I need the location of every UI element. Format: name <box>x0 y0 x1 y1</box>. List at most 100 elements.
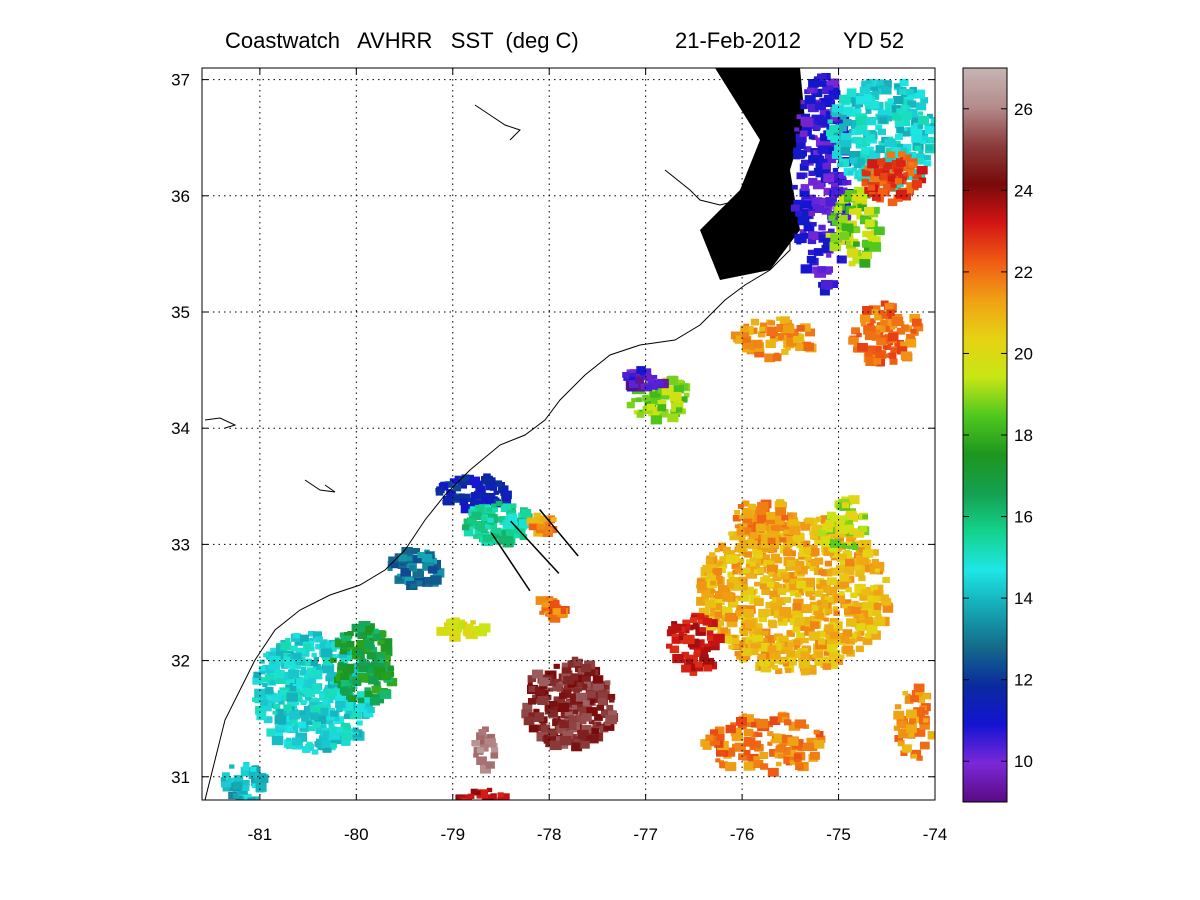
sst-pixel <box>800 323 811 332</box>
sst-pixel <box>842 515 849 521</box>
sst-pixel <box>819 109 830 118</box>
sst-pixel <box>865 350 873 357</box>
sst-pixel <box>757 514 767 522</box>
colorbar-tick-label: 20 <box>1014 344 1033 363</box>
sst-pixel <box>356 720 363 726</box>
sst-pixel <box>626 401 635 409</box>
sst-pixel <box>502 538 514 548</box>
sst-pixel <box>828 215 836 221</box>
sst-pixel <box>573 688 580 694</box>
sst-pixel <box>598 690 610 700</box>
sst-pixel <box>738 535 746 542</box>
sst-pixel <box>649 388 661 398</box>
sst-pixel <box>327 688 337 696</box>
sst-pixel <box>913 323 924 332</box>
sst-pixel <box>809 548 820 556</box>
sst-pixel <box>833 114 845 123</box>
sst-pixel <box>795 343 805 351</box>
sst-pixel <box>470 788 478 795</box>
sst-pixel <box>352 712 361 720</box>
sst-pixel <box>528 712 535 718</box>
sst-pixel <box>660 392 670 400</box>
sst-pixel <box>876 79 884 86</box>
sst-pixel <box>846 88 857 97</box>
sst-pixel <box>832 142 838 147</box>
sst-pixel <box>873 358 882 365</box>
sst-pixel <box>829 124 839 133</box>
sst-pixel <box>808 631 820 641</box>
sst-pixel <box>872 593 881 601</box>
sst-pixel <box>875 124 883 131</box>
sst-pixel <box>627 373 636 380</box>
sst-pixel <box>545 515 555 524</box>
sst-pixel <box>285 684 292 690</box>
sst-pixel <box>481 516 488 521</box>
sst-pixel <box>335 691 344 699</box>
sst-pixel <box>927 731 935 740</box>
sst-pixel <box>730 331 741 340</box>
sst-pixel <box>318 735 325 740</box>
sst-pixel <box>835 515 846 524</box>
colorbar-tick-label: 26 <box>1014 100 1033 119</box>
sst-pixel <box>358 662 371 672</box>
sst-pixel <box>915 690 924 698</box>
sst-pixel <box>794 719 807 729</box>
sst-pixel <box>738 558 745 564</box>
sst-pixel <box>810 559 819 567</box>
sst-pixel <box>686 658 694 665</box>
sst-pixel <box>679 396 688 403</box>
sst-pixel <box>861 146 874 156</box>
sst-pixel <box>436 626 448 636</box>
sst-pixel <box>722 592 734 602</box>
sst-pixel <box>713 633 725 643</box>
sst-pixel <box>845 190 857 200</box>
sst-pixel <box>873 616 886 627</box>
sst-pixel <box>608 698 615 703</box>
sst-pixel <box>481 798 494 800</box>
sst-pixel <box>810 544 818 551</box>
sst-pixel <box>781 734 793 744</box>
sst-pixel <box>859 594 868 601</box>
sst-pixel <box>723 636 733 644</box>
sst-pixel <box>856 116 868 126</box>
sst-pixel <box>794 588 804 596</box>
sst-pixel <box>698 607 710 616</box>
sst-pixel <box>289 665 296 671</box>
sst-pixel <box>718 542 726 550</box>
sst-pixel <box>767 741 773 746</box>
sst-pixel <box>845 558 855 567</box>
sst-pixel <box>757 544 764 550</box>
sst-pixel <box>348 686 356 693</box>
sst-pixel <box>232 781 243 790</box>
sst-pixel <box>767 767 779 777</box>
sst-pixel <box>877 158 886 165</box>
sst-pixel <box>854 583 866 594</box>
sst-pixel <box>714 547 720 553</box>
sst-pixel <box>778 532 788 540</box>
sst-pixel <box>484 794 496 800</box>
sst-pixel <box>641 372 650 379</box>
sst-pixel <box>853 346 860 352</box>
sst-pixel <box>909 718 916 724</box>
sst-pixel <box>296 681 304 687</box>
sst-pixel <box>488 493 496 499</box>
sst-pixel <box>235 795 243 800</box>
sst-pixel <box>245 793 252 800</box>
sst-pixel <box>912 153 925 163</box>
sst-pixel <box>840 139 852 149</box>
sst-pixel <box>482 492 491 500</box>
sst-pixel <box>367 707 375 713</box>
x-tick-label: -74 <box>923 825 948 844</box>
sst-pixel <box>258 677 266 683</box>
x-tick-label: -75 <box>826 825 851 844</box>
sst-pixel <box>795 763 804 770</box>
sst-pixel <box>336 705 343 711</box>
sst-pixel <box>552 608 561 615</box>
sst-pixel <box>769 650 781 660</box>
sst-pixel <box>283 656 291 663</box>
sst-pixel <box>892 112 903 121</box>
sst-pixel <box>501 490 512 500</box>
sst-pixel <box>752 546 762 554</box>
sst-pixel <box>777 333 787 340</box>
colorbar-tick-label: 18 <box>1014 426 1033 445</box>
